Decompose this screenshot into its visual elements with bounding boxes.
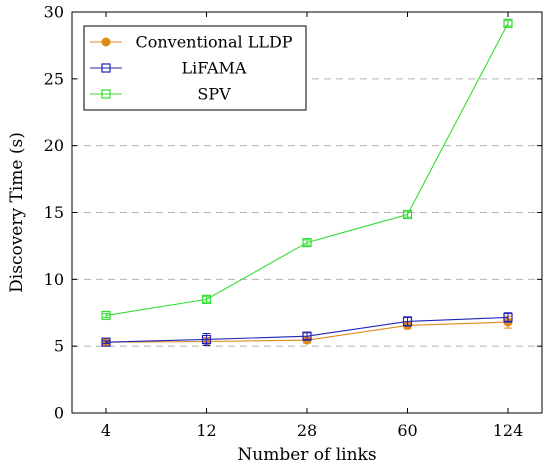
x-tick-label: 28	[297, 421, 317, 440]
data-point-spv	[101, 310, 111, 321]
data-point-lifama	[402, 316, 413, 327]
data-point-spv	[402, 209, 413, 220]
series-layer	[101, 18, 513, 347]
y-tick-label: 20	[44, 136, 64, 155]
legend-label-spv: SPV	[197, 85, 231, 104]
legend-label-lifama: LiFAMA	[182, 59, 247, 78]
y-tick-label: 25	[44, 69, 64, 88]
y-tick-label: 15	[44, 203, 64, 222]
x-tick-label: 124	[493, 421, 524, 440]
y-tick-label: 10	[44, 270, 64, 289]
x-tick-label: 60	[397, 421, 417, 440]
x-tick-label: 12	[196, 421, 216, 440]
y-tick-label: 30	[44, 3, 64, 22]
y-tick-label: 0	[54, 404, 64, 423]
data-point-lifama	[101, 337, 111, 347]
data-point-lifama	[201, 334, 212, 345]
series-conventional-lldp	[101, 315, 513, 347]
legend-marker-conventional-lldp	[101, 37, 111, 47]
legend-marker-lifama	[101, 63, 111, 73]
legend-marker-spv	[101, 89, 111, 99]
tick-layer: 0 5 10 15 20 25 30 4 12 28 60 124	[44, 3, 542, 440]
data-point-spv	[302, 237, 312, 248]
data-point-lifama	[302, 331, 312, 341]
y-tick-label: 5	[54, 337, 64, 356]
x-axis-title: Number of links	[237, 445, 376, 465]
data-point-spv	[503, 18, 513, 28]
grid-layer	[72, 78, 542, 347]
legend: Conventional LLDP LiFAMA SPV	[83, 25, 307, 111]
data-point-spv	[201, 294, 212, 304]
data-point-lifama	[503, 312, 513, 323]
series-lifama	[101, 312, 513, 347]
y-axis-title: Discovery Time (s)	[7, 132, 27, 293]
series-spv	[101, 18, 513, 321]
legend-label-conventional-lldp: Conventional LLDP	[135, 33, 292, 52]
x-tick-label: 4	[101, 421, 111, 440]
